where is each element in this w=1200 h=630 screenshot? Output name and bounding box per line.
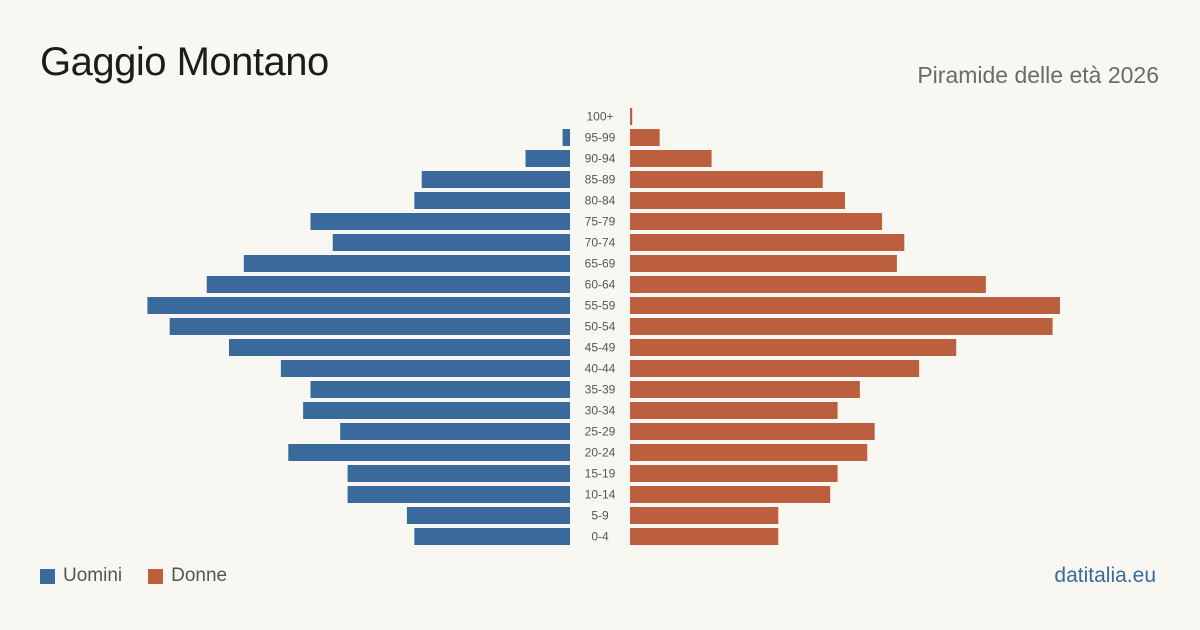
age-label-75-79: 75-79 (585, 215, 616, 229)
bar-women-0-4 (630, 528, 779, 545)
age-label-20-24: 20-24 (585, 446, 616, 460)
bar-men-25-29 (340, 423, 570, 440)
bar-women-95-99 (630, 129, 660, 146)
bar-men-75-79 (310, 213, 570, 230)
site-link[interactable]: datitalia.eu (1054, 564, 1156, 587)
bar-women-35-39 (630, 381, 860, 398)
bar-men-85-89 (421, 171, 570, 188)
bar-men-70-74 (332, 234, 570, 251)
bar-women-65-69 (630, 255, 897, 272)
legend-item-women: Donne (148, 565, 227, 587)
bar-men-50-54 (169, 318, 571, 335)
bar-men-15-19 (347, 465, 570, 482)
age-label-45-49: 45-49 (585, 341, 616, 355)
bar-women-25-29 (630, 423, 875, 440)
bar-men-65-69 (243, 255, 571, 272)
bar-men-0-4 (414, 528, 570, 545)
bar-women-30-34 (630, 402, 838, 419)
bar-men-20-24 (288, 444, 570, 461)
age-label-10-14: 10-14 (585, 488, 616, 502)
bar-women-10-14 (630, 486, 831, 503)
chart-subtitle: Piramide delle età 2026 (917, 62, 1159, 88)
bar-women-85-89 (630, 171, 823, 188)
bar-men-45-49 (228, 339, 570, 356)
age-label-50-54: 50-54 (585, 320, 616, 334)
age-label-55-59: 55-59 (585, 299, 616, 313)
bar-women-70-74 (630, 234, 905, 251)
bar-men-5-9 (406, 507, 570, 524)
bar-women-5-9 (630, 507, 779, 524)
legend-swatch-men (40, 568, 55, 584)
bar-women-90-94 (630, 150, 712, 167)
bar-women-100+ (630, 108, 633, 125)
age-label-100+: 100+ (586, 110, 613, 124)
bar-women-15-19 (630, 465, 838, 482)
bar-men-10-14 (347, 486, 570, 503)
age-label-80-84: 80-84 (585, 194, 616, 208)
bar-men-55-59 (147, 297, 570, 314)
age-label-0-4: 0-4 (591, 530, 609, 544)
bar-women-40-44 (630, 360, 920, 377)
bar-women-60-64 (630, 276, 986, 293)
bar-men-30-34 (303, 402, 570, 419)
bar-men-60-64 (206, 276, 571, 293)
bar-women-75-79 (630, 213, 883, 230)
age-label-60-64: 60-64 (585, 278, 616, 292)
bar-men-35-39 (310, 381, 570, 398)
bar-women-20-24 (630, 444, 868, 461)
age-label-15-19: 15-19 (585, 467, 616, 481)
bar-women-80-84 (630, 192, 845, 209)
bar-women-45-49 (630, 339, 957, 356)
age-label-40-44: 40-44 (585, 362, 616, 376)
bar-men-95-99 (562, 129, 570, 146)
legend-label-men: Uomini (63, 565, 123, 586)
age-label-90-94: 90-94 (585, 152, 616, 166)
legend-item-men: Uomini (40, 565, 122, 587)
bar-men-40-44 (280, 360, 570, 377)
legend: Uomini Donne (40, 565, 253, 587)
age-label-95-99: 95-99 (585, 131, 616, 145)
chart-title: Gaggio Montano (40, 40, 329, 84)
age-label-30-34: 30-34 (585, 404, 616, 418)
age-label-5-9: 5-9 (591, 509, 609, 523)
age-label-65-69: 65-69 (585, 257, 616, 271)
bar-men-90-94 (525, 150, 570, 167)
age-label-85-89: 85-89 (585, 173, 616, 187)
age-label-70-74: 70-74 (585, 236, 616, 250)
age-label-25-29: 25-29 (585, 425, 616, 439)
bar-men-80-84 (414, 192, 570, 209)
legend-label-women: Donne (171, 565, 228, 586)
legend-swatch-women (148, 568, 164, 584)
bar-women-50-54 (630, 318, 1053, 335)
bar-women-55-59 (630, 297, 1060, 314)
age-label-35-39: 35-39 (585, 383, 616, 397)
